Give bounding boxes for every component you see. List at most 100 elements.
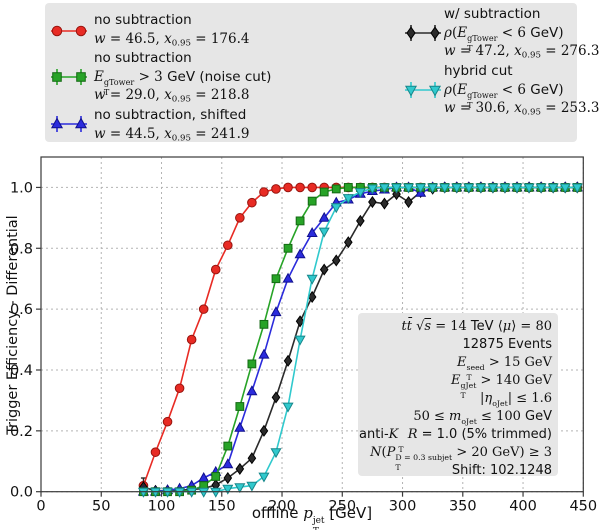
legend-text: hybrid cut [444,63,513,79]
legend-line: hybrid cut [444,62,600,81]
legend-text: x [164,30,172,47]
annotation-text: tt̄ [401,319,412,334]
tick-marks [36,186,584,497]
annotation-text: s [424,319,432,334]
legend-text: w [444,43,456,59]
annotation-text: GeV [524,373,552,388]
annotation-line: 12875 Events [359,336,552,354]
legend-entry-lines: no subtraction, shifted w = 44.5, x0.95 =… [94,106,250,143]
legend-text: < 6 [497,81,531,98]
plot-frame [40,156,584,493]
legend-text: w [94,30,106,47]
legend-text: ) [558,81,564,98]
legend-text: w [94,125,106,142]
annotation-text: GeV [492,445,520,460]
annotation-text: μ [502,319,512,334]
legend-text: = 253.3 [540,100,600,116]
legend-supsub: gTower T [103,76,135,97]
legend-entry-lines: no subtraction w = 46.5, x0.95 = 176.4 [94,11,250,48]
svg-text:50: 50 [92,499,110,515]
annotation-text: ≤ 100 [476,409,526,424]
annotation-text: = 14 [431,319,471,334]
legend-line: w = 46.5, x0.95 = 176.4 [94,30,250,49]
annotation-text: ) ≥ 3 [519,445,553,460]
legend-supsub: gTower T [467,32,498,53]
legend-text: ρ [444,81,452,98]
legend-math-base: E [457,81,468,98]
legend-text: 0.95 [171,133,191,144]
legend-line: no subtraction [94,49,271,68]
annotation-line: N(P D = 0.3 subjet T > 20 GeV) ≥ 3 [359,444,553,472]
annotation-supsub: T [398,444,404,454]
legend-text: w [94,87,106,103]
legend-entry-lines: hybrid cut ρ(E gTower T < 6 GeV) w = 30.6, x… [444,62,600,118]
annotation-text: ⟩ [511,319,517,334]
legend-text: = 29.0, [105,87,165,103]
legend-box: no subtraction w = 46.5, x0.95 = 176.4 no … [45,3,600,143]
svg-text:400: 400 [509,499,537,515]
x-axis-label-math-base: p [303,504,313,522]
legend-text: = 176.4 [190,30,250,47]
legend-text: = 47.2, [455,43,515,59]
svg-text:300: 300 [389,499,417,515]
annotation-line: |η oJet | ≤ 1.6 [359,390,552,408]
annotation-text: > 20 [452,445,493,460]
legend-text: x [514,43,522,59]
triangle-up-legend-icon [50,116,88,132]
annotation-text: GeV [524,355,552,370]
legend-line: no subtraction, shifted [94,106,250,125]
y-tick-labels: 0.0 0.2 0.4 0.6 0.8 1.0 [10,180,33,500]
svg-text:200: 200 [268,499,296,515]
annotation-line: Shift: 102.1248 [359,462,552,480]
svg-text:150: 150 [208,499,236,515]
svg-text:350: 350 [449,499,477,515]
legend-text: ( [451,81,458,98]
svg-text:450: 450 [569,499,597,515]
x-tick-labels: 0 50 100 150 200 250 300 350 400 450 [36,499,597,515]
annotation-text: ( [381,445,387,460]
legend-text: 0.95 [521,107,541,118]
markers-triangle-down [137,183,583,498]
annotation-text: anti- [359,427,389,442]
square-legend-icon [51,69,87,85]
svg-text:0.0: 0.0 [10,485,33,501]
legend-math-base: E [457,24,468,41]
annotation-line: tt̄ √s = 14 TeV ⟨μ⟩ = 80 [359,318,552,336]
annotation-text: TeV [470,319,498,334]
legend-text: = 241.9 [190,125,250,142]
annotation-supsub: seed T [466,363,485,382]
legend-line: w = 44.5, x0.95 = 241.9 [94,125,250,144]
x-axis-label-text: [GeV] [324,504,373,522]
x-axis-label-text: offline [251,504,304,522]
annotation-line: 50 ≤ m oJet ≤ 100 GeV [359,408,552,426]
svg-text:0.6: 0.6 [10,302,33,318]
annotation-text: = 1.0 (5% trimmed) [417,427,552,442]
annotation-text: Shift: 102.1248 [451,463,552,478]
annotation-math-base: η [484,391,493,406]
annotation-math-base: K [388,427,399,442]
legend-text: 0.95 [171,38,191,49]
legend-text: 0.95 [521,50,541,61]
annotation-text: 50 ≤ [413,409,450,424]
legend-text: no subtraction, shifted [94,107,247,123]
annotation-text: > 140 [476,373,525,388]
annotation-math-base: m [449,409,462,424]
legend-text: 0.95 [171,94,191,105]
svg-text:250: 250 [328,499,356,515]
svg-text:0: 0 [36,499,45,515]
legend-text: w [444,100,456,116]
legend-text: = 44.5, [105,125,165,142]
legend-text: GeV [530,81,559,98]
annotation-text: N [370,445,382,460]
legend-text: < 6 [497,24,531,41]
legend-line: ρ(E gTower T < 6 GeV) [444,81,600,110]
annotation-supsub: oJet [492,399,508,409]
annotation-text: | [480,391,485,406]
legend-text: = 276.3 [540,43,600,59]
legend-line: w = 29.0, x0.95 = 218.8 [94,86,271,105]
series-triangle-down [137,183,583,498]
legend-text: no subtraction [94,50,192,66]
